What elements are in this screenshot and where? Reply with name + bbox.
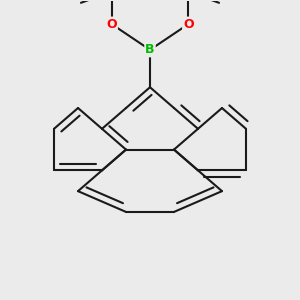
Text: B: B <box>145 43 155 56</box>
Text: O: O <box>183 18 194 31</box>
Text: O: O <box>106 18 117 31</box>
